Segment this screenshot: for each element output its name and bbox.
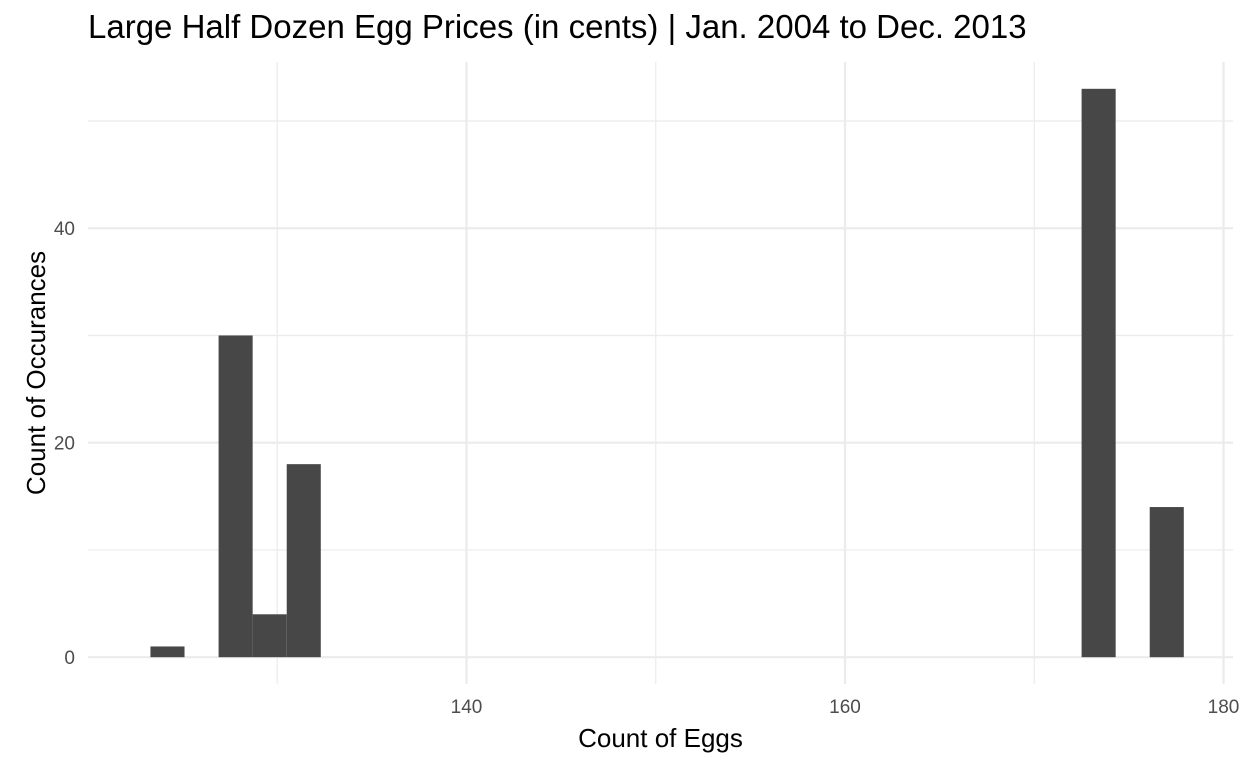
- major-gridlines: [88, 62, 1233, 684]
- x-tick-label: 180: [1208, 697, 1240, 718]
- x-tick-label: 140: [451, 697, 483, 718]
- histogram-bar: [252, 614, 287, 658]
- y-axis-ticks: 0 20 40: [54, 219, 75, 669]
- x-axis-ticks: 140 160 180: [451, 697, 1240, 718]
- histogram-bar: [150, 646, 185, 658]
- minor-gridlines: [88, 62, 1233, 684]
- histogram-bar: [1149, 507, 1184, 658]
- x-axis-title: Count of Eggs: [578, 723, 743, 753]
- histogram-bar: [1081, 88, 1116, 658]
- histogram-bars: [150, 88, 1184, 658]
- y-tick-label: 0: [64, 648, 75, 669]
- histogram-bar: [218, 335, 253, 658]
- x-tick-label: 160: [829, 697, 861, 718]
- chart-title: Large Half Dozen Egg Prices (in cents) |…: [88, 8, 1027, 45]
- histogram-bar: [286, 464, 321, 658]
- y-tick-label: 20: [54, 434, 75, 455]
- y-axis-title: Count of Occurances: [21, 251, 51, 495]
- y-tick-label: 40: [54, 219, 75, 240]
